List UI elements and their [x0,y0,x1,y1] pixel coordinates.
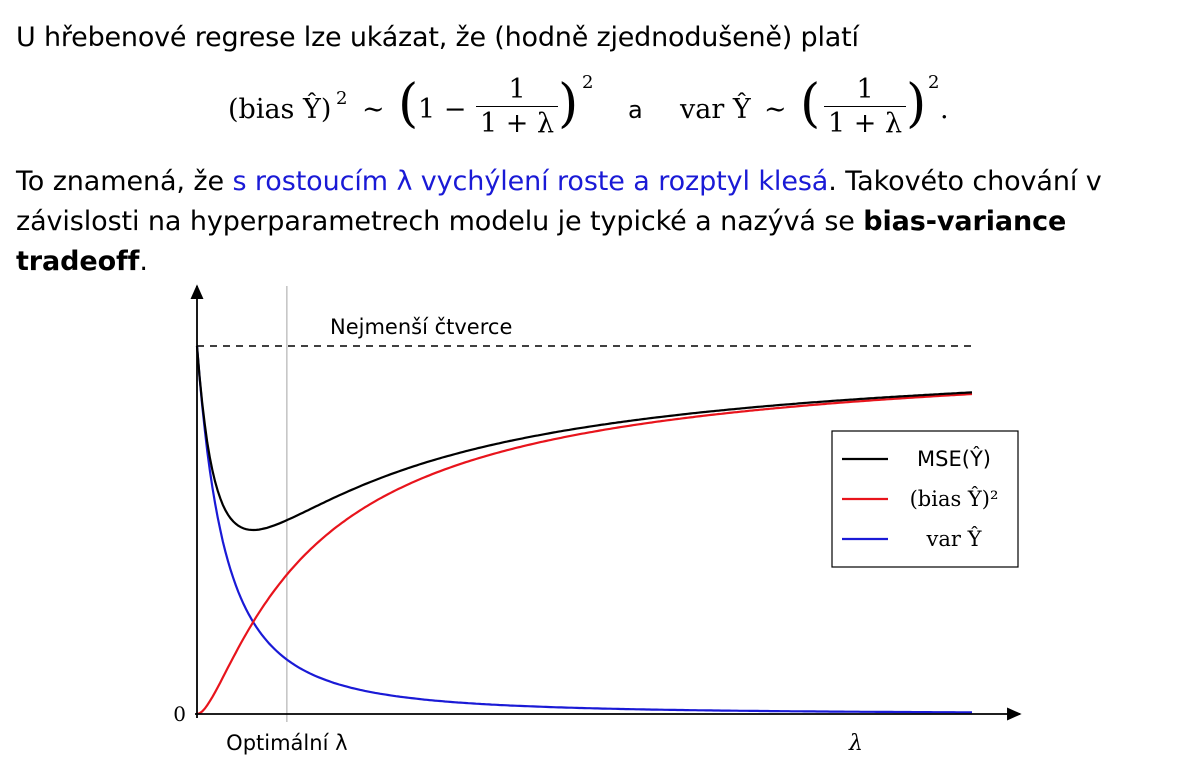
formula-one-minus: 1 − [418,94,467,125]
series-mse-line [195,345,973,532]
formula-frac-2-num: 1 [856,74,874,105]
series-var-line [195,345,972,714]
para-end: . [139,246,148,277]
formula-var-lhs: var Ŷ [680,94,751,125]
formula-frac-1-num: 1 [508,74,526,105]
x-tick-label-optimal: Optimální λ [226,731,347,755]
formula-bias-lhs: (bias Ŷ) [228,94,332,125]
formula-rparen-1: ) [558,74,579,134]
series-bias-line [196,392,973,716]
legend-box [831,430,1019,568]
legend-label-0: MSE(Ŷ) [917,446,991,471]
formula-end: . [940,94,949,125]
formula-lparen-1: ( [398,74,419,134]
intro-text: U hřebenové regrese lze ukázat, že (hodn… [16,22,859,53]
formula-frac-1: 1 1 + λ [476,74,559,141]
para-highlight: s rostoucím λ vychýlení roste a rozptyl … [232,166,829,197]
least-squares-label: Nejmenší čtverce [330,315,512,339]
formula-sim-2: ∼ [764,94,787,125]
formula-sup-2: 2 [928,72,940,93]
formula-frac-2-den: 1 + λ [824,106,907,141]
formula: (bias Ŷ) 2 ∼ ( 1 − 1 1 + λ ) 2 a var Ŷ ∼… [228,70,968,150]
formula-bias-sup: 2 [336,88,348,109]
formula-rparen-2: ) [906,74,927,134]
explanation-paragraph: To znamená, že s rostoucím λ vychýlení r… [16,162,1166,282]
formula-frac-1-den: 1 + λ [476,106,559,141]
legend-label-1: (bias Ŷ)² [910,487,999,511]
formula-sup-1: 2 [582,72,594,93]
para-tail: . Takovéto chování v závislosti na hyper… [16,166,1102,237]
para-term: bias-variance tradeoff [16,206,1067,277]
formula-conj: a [628,96,643,124]
formula-frac-2: 1 1 + λ [824,74,907,141]
y-tick-label-0: 0 [173,702,186,726]
para-lead: To znamená, že [16,166,233,197]
legend-label-2: var Ŷ [926,527,983,551]
x-axis-label: λ [848,731,863,756]
legend: MSE(Ŷ) (bias Ŷ)² var Ŷ [831,430,1019,568]
formula-sim-1: ∼ [362,94,385,125]
formula-lparen-2: ( [800,74,821,134]
